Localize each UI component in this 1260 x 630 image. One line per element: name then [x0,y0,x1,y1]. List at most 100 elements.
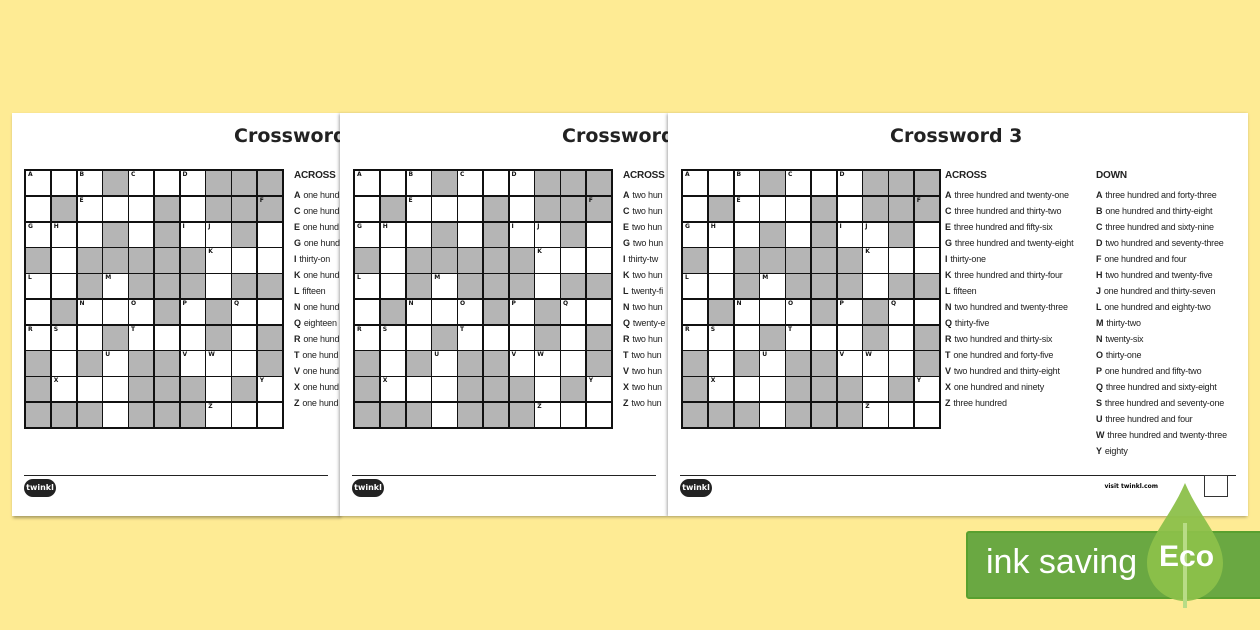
grid-cell: B [406,171,431,196]
shaded-cell [206,171,231,196]
shaded-cell [483,196,508,221]
clue-text: one hund [303,302,340,312]
grid-cell: N [734,299,759,324]
clue-text: fifteen [953,286,977,296]
shaded-cell [432,222,457,247]
grid-cell: M [103,274,128,299]
clue-letter: Z [294,398,300,408]
clue-text: one hundred and forty-five [953,350,1054,360]
grid-cell: L [355,274,380,299]
shaded-cell [355,248,380,273]
grid-cell: X [380,377,405,402]
clue-number: O [131,299,137,307]
shaded-cell [586,325,611,350]
grid-cell [51,274,76,299]
shaded-cell [232,274,257,299]
grid-cell: D [837,171,862,196]
grid-cell: P [180,299,205,324]
clue-number: U [105,351,111,359]
across-heading: ACROSS [945,170,987,181]
grid-cell [103,377,128,402]
shaded-cell [232,196,257,221]
clue-text: three hundred and four [1105,414,1193,424]
clue-text: thirty-one [950,254,986,264]
grid-cell: C [786,171,811,196]
shaded-cell [708,299,733,324]
clue-text: one hundred and thirty-seven [1103,286,1216,296]
shaded-cell [129,377,154,402]
shaded-cell [786,402,811,427]
grid-cell [51,351,76,376]
clue-text: three hundred [953,398,1007,408]
clue-letter: Q [1096,382,1103,392]
clue-number: A [685,171,690,178]
clue-number: E [79,196,84,204]
shaded-cell [154,196,179,221]
clue-number: H [710,222,716,230]
clue-number: X [53,377,59,384]
shaded-cell [535,325,560,350]
grid-cell [863,377,888,402]
clue-number: T [131,325,136,333]
shaded-cell [914,325,939,350]
grid-cell [232,248,257,273]
grid-cell [406,222,431,247]
grid-cell [914,299,939,324]
grid-cell [889,402,914,427]
clue-number: J [208,222,211,230]
grid-cell [154,325,179,350]
grid-cell [586,402,611,427]
grid-cell: S [380,325,405,350]
grid-cell [103,402,128,427]
grid-cell [432,377,457,402]
clue-number: N [408,299,414,307]
clue-number: U [434,351,440,359]
clue-text: two hundred and twenty-three [954,302,1068,312]
grid-cell: U [432,351,457,376]
clue-letter: I [623,254,626,264]
grid-cell [760,402,785,427]
clue-number: G [357,222,362,230]
shaded-cell [129,274,154,299]
clue-number: D [511,171,517,178]
crossword-grid: A B C D E F G H I J K L M N O P Q R S T U V W X Y Z [353,169,613,429]
clue-number: F [259,196,264,204]
shaded-cell: F [914,196,939,221]
grid-cell: A [683,171,708,196]
clue-letter: P [1096,366,1102,376]
grid-cell: Y [257,377,282,402]
leaf-icon [1147,483,1223,608]
shaded-cell [786,351,811,376]
grid-cell [257,248,282,273]
shaded-cell [863,196,888,221]
clue-text: thirty-on [299,254,331,264]
grid-cell [708,248,733,273]
clue-text: two hun [631,350,662,360]
shaded-cell [811,299,836,324]
clue-letter: C [623,206,630,216]
clue-text: two hun [631,398,662,408]
clue-letter: K [945,270,952,280]
clue-letter: A [945,190,952,200]
shaded-cell [180,402,205,427]
clue-number: P [182,299,187,307]
shaded-cell [103,325,128,350]
clue-text: one hund [303,206,340,216]
grid-cell: W [535,351,560,376]
shaded-cell [561,222,586,247]
grid-cell [380,274,405,299]
clue-letter: X [623,382,629,392]
grid-cell: M [432,274,457,299]
clue-text: two hun [632,270,663,280]
grid-cell [154,171,179,196]
